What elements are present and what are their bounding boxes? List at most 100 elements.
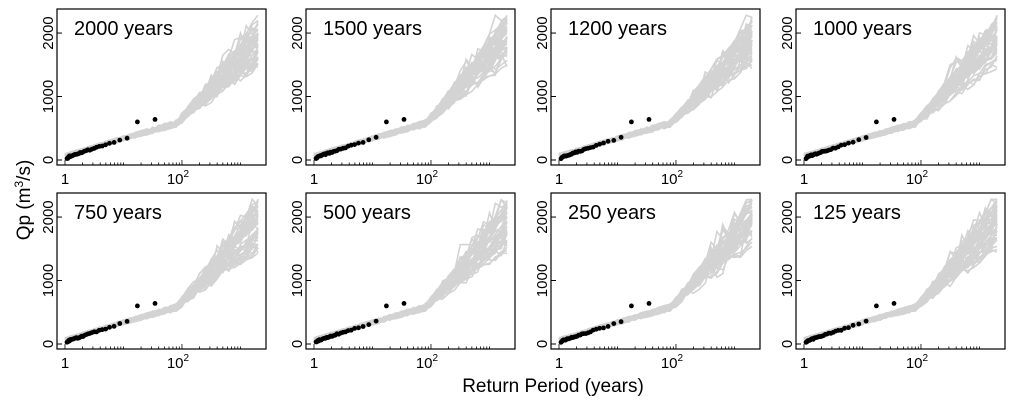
observed-point [107,140,112,146]
y-tick-label: 0 [779,156,796,164]
observed-point [124,319,130,324]
observed-point [360,324,366,329]
x-tick-label-100: 102 [167,353,190,372]
x-tick-label-100: 102 [416,353,439,372]
observed-point [103,142,108,148]
y-tick-label: 1000 [779,264,796,297]
observed-point [152,117,158,122]
observed-point [863,135,869,140]
x-tick-label-1: 1 [61,171,69,188]
observed-point [618,319,624,325]
observed-point [891,301,897,306]
observed-points [64,117,158,161]
panel-title: 2000 years [74,18,173,40]
observed-points [64,301,158,345]
y-tick-label: 2000 [779,200,796,233]
x-tick-label-1: 1 [310,171,318,188]
panel-frame [56,192,267,350]
observed-point [373,318,379,324]
observed-point [850,322,856,328]
y-tick-label: 1000 [289,264,306,297]
x-tick-label-1: 1 [800,171,808,188]
x-tick-label-1: 1 [555,355,563,372]
y-tick-label: 2000 [40,16,57,49]
y-tick-label: 2000 [289,200,306,233]
observed-point [601,325,606,331]
observed-point [629,303,634,309]
observed-point [842,325,847,331]
y-tick-label: 1000 [779,80,796,113]
y-tick-label: 0 [534,156,551,164]
x-tick-label-100: 102 [661,169,684,188]
panel-8: 0 1000 2000 1 102 125 years [779,192,1006,372]
y-tick-label: 2000 [534,200,551,233]
x-tick-label-1: 1 [61,355,69,372]
observed-point [384,303,389,309]
observed-point [618,134,624,140]
observed-point [842,142,847,148]
panel-frame [305,8,516,166]
observed-point [846,325,851,331]
panel-title: 750 years [74,202,162,224]
panel-title: 500 years [323,202,411,224]
y-tick-label: 1000 [40,264,57,297]
y-axis-label: Qp (m3/s) [12,160,35,241]
observed-point [124,135,130,141]
y-tick-label: 1000 [40,80,57,113]
observed-point [605,324,611,329]
x-tick-label-100: 102 [906,169,929,188]
observed-point [356,140,361,146]
panel-title: 1000 years [813,18,912,40]
observed-point [891,117,897,122]
observed-point [111,140,117,145]
x-tick-label-100: 102 [661,353,684,372]
y-tick-label: 0 [289,340,306,348]
observed-point [850,139,856,145]
observed-points [558,117,652,162]
observed-point [597,141,602,147]
observed-point [646,117,652,122]
panel-6: 0 1000 2000 1 102 500 years [289,192,516,372]
simulated-series [803,209,998,341]
observed-point [601,140,606,146]
panel-frame [56,8,267,166]
observed-points [313,117,407,161]
y-tick-label: 0 [40,340,57,348]
observed-point [611,321,617,326]
observed-point [107,324,112,330]
panel-frame [550,8,761,166]
observed-point [135,119,140,125]
observed-point [366,137,372,143]
x-tick-label-1: 1 [555,171,563,188]
observed-point [846,140,851,146]
x-tick-label-100: 102 [167,169,190,188]
x-tick-label-1: 1 [800,355,808,372]
observed-point [135,303,140,309]
observed-point [117,321,123,326]
observed-point [629,119,634,125]
x-tick-label-1: 1 [310,355,318,372]
observed-points [313,301,407,345]
panel-5: 0 1000 2000 1 102 750 years [40,192,267,372]
y-tick-label: 1000 [534,264,551,297]
y-tick-label: 2000 [289,16,306,49]
x-tick-label-100: 102 [416,169,439,188]
panel-3: 0 1000 2000 1 102 1200 years [534,8,761,188]
simulated-ensemble [64,197,259,341]
panel-frame [305,192,516,350]
observed-point [856,137,862,143]
y-tick-label: 1000 [289,80,306,113]
panel-title: 1500 years [323,18,422,40]
panel-2: 0 1000 2000 1 102 1500 years [289,8,516,188]
panel-7: 0 1000 2000 1 102 250 years [534,192,761,372]
y-tick-label: 2000 [779,16,796,49]
panel-1: 0 1000 2000 1 102 2000 years [40,8,267,188]
observed-point [401,301,407,306]
observed-point [874,303,879,309]
observed-point [856,321,862,327]
y-tick-label: 0 [779,340,796,348]
y-tick-label: 2000 [534,16,551,49]
x-tick-label-100: 102 [906,353,929,372]
observed-point [863,318,869,324]
